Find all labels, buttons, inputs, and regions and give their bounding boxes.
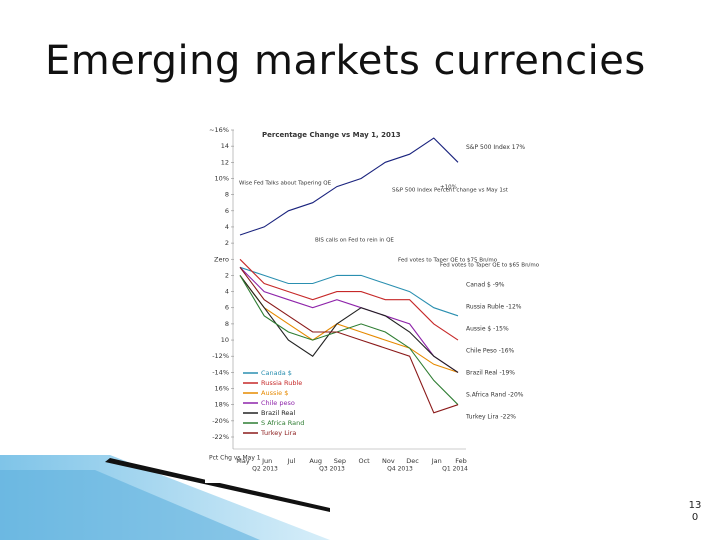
accent-line bbox=[105, 458, 330, 512]
y-tick-label: ~16% bbox=[209, 126, 229, 134]
y-tick-label: Zero bbox=[214, 255, 229, 263]
y-tick-label: 4 bbox=[225, 223, 229, 231]
legend-label: Russia Ruble bbox=[261, 379, 302, 387]
data-line bbox=[239, 137, 459, 236]
x-tick-label: Oct bbox=[358, 457, 370, 465]
quarter-label: Q1 2014 bbox=[442, 466, 468, 473]
legend-label: S Africa Rand bbox=[261, 419, 304, 427]
data-line bbox=[239, 275, 459, 406]
y-tick-label: 8 bbox=[225, 191, 229, 199]
y-tick-label: -20% bbox=[212, 417, 229, 425]
x-tick-label: Aug bbox=[309, 457, 322, 465]
slide-title: Emerging markets currencies bbox=[45, 38, 646, 84]
legend-label: Brazil Real bbox=[261, 409, 295, 417]
annotation: BIS calls on Fed to rein in QE bbox=[315, 238, 394, 244]
y-tick-label: 18% bbox=[215, 401, 229, 409]
annotation: Fed votes to Taper QE to $65 Bn/mo bbox=[440, 263, 540, 269]
y-tick-label: 10 bbox=[221, 336, 229, 344]
end-label: Aussie $ -15% bbox=[466, 326, 509, 333]
wedge bbox=[0, 470, 260, 540]
data-line bbox=[239, 266, 459, 414]
y-tick-label: 8 bbox=[225, 320, 229, 328]
y-tick-label: 6 bbox=[225, 207, 229, 215]
x-axis-label: Pct Chg vs May 1 bbox=[209, 455, 261, 462]
legend-label: Turkey Lira bbox=[260, 429, 296, 437]
x-tick-label: Nov bbox=[382, 457, 395, 465]
y-tick-label: 14 bbox=[221, 142, 229, 150]
annotation: +10% bbox=[440, 185, 457, 191]
quarter-label: Q4 2013 bbox=[387, 466, 413, 473]
y-tick-label: 16% bbox=[215, 385, 229, 393]
quarter-label: Q2 2013 bbox=[252, 466, 278, 473]
x-tick-label: May bbox=[236, 457, 250, 465]
end-label: Brazil Real -19% bbox=[466, 370, 515, 377]
x-tick-label: Sep bbox=[334, 457, 346, 465]
y-tick-label: -14% bbox=[212, 368, 229, 376]
chart-title: Percentage Change vs May 1, 2013 bbox=[262, 131, 401, 139]
end-label: S&P 500 Index 17% bbox=[466, 144, 525, 151]
legend-label: Chile peso bbox=[261, 399, 295, 407]
x-tick-label: Feb bbox=[455, 457, 467, 465]
end-label: Russia Ruble -12% bbox=[466, 304, 522, 311]
end-label: Turkey Lira -22% bbox=[465, 414, 516, 421]
legend-label: Aussie $ bbox=[261, 389, 288, 397]
quarter-label: Q3 2013 bbox=[319, 466, 345, 473]
end-label: Canad $ -9% bbox=[466, 282, 505, 289]
end-label: S.Africa Rand -20% bbox=[466, 392, 524, 399]
data-line bbox=[239, 266, 459, 317]
data-line bbox=[239, 258, 459, 341]
end-label: Chile Peso -16% bbox=[466, 348, 515, 355]
x-tick-label: Jun bbox=[261, 457, 272, 465]
x-tick-label: Dec bbox=[406, 457, 419, 465]
y-tick-label: 4 bbox=[225, 288, 229, 296]
annotation: S&P 500 Index Percent change vs May 1st bbox=[392, 188, 509, 194]
x-tick-label: Jul bbox=[287, 457, 296, 465]
x-tick-label: Jan bbox=[431, 457, 442, 465]
page-number: 130 bbox=[688, 500, 702, 523]
y-tick-label: -12% bbox=[212, 352, 229, 360]
legend-label: Canada $ bbox=[261, 369, 292, 377]
data-line bbox=[239, 266, 459, 373]
y-tick-label: 2 bbox=[225, 239, 229, 247]
y-tick-label: 10% bbox=[215, 174, 229, 182]
y-tick-label: 12 bbox=[221, 158, 229, 166]
annotation: Wise Fed Talks about Tapering QE bbox=[239, 181, 332, 187]
annotation: Fed votes to Taper QE to $75 Bn/mo bbox=[398, 258, 498, 264]
y-tick-label: 6 bbox=[225, 304, 229, 312]
y-tick-label: -22% bbox=[212, 433, 229, 441]
y-tick-label: 2 bbox=[225, 271, 229, 279]
